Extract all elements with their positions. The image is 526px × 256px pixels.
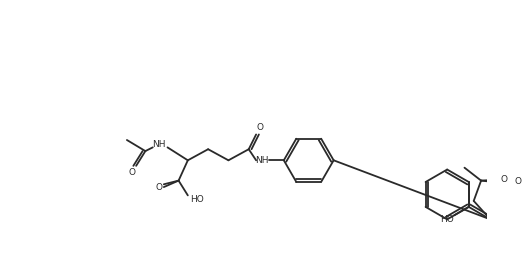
Text: O: O xyxy=(501,175,508,184)
Text: O: O xyxy=(515,177,522,186)
Text: O: O xyxy=(256,123,264,133)
Text: HO: HO xyxy=(440,215,454,224)
Text: NH: NH xyxy=(255,156,268,165)
Text: HO: HO xyxy=(190,196,204,205)
Text: O: O xyxy=(156,184,163,193)
Text: NH: NH xyxy=(153,140,166,149)
Text: O: O xyxy=(128,168,135,177)
